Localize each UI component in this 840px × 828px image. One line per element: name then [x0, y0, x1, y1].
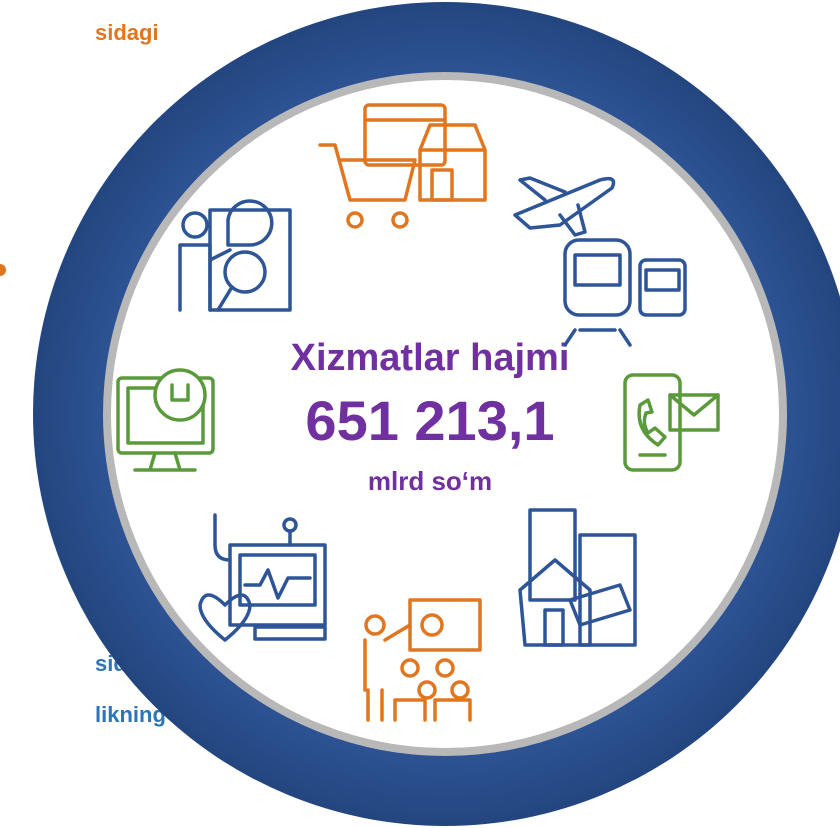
buildings-icon — [518, 508, 637, 647]
inner-circle — [103, 72, 787, 756]
transport-icon — [563, 238, 687, 347]
computer-icon — [116, 368, 215, 472]
shopping-icon — [318, 103, 487, 229]
phone-icon — [623, 373, 720, 472]
medical-icon — [198, 513, 327, 642]
plane-icon — [513, 176, 616, 237]
left-bottom-text: likning — [95, 702, 166, 727]
center-unit: mlrd so‘m — [368, 466, 492, 496]
left-top-text: sidagi — [95, 20, 159, 45]
presentation-icon — [363, 598, 482, 722]
bullet — [0, 264, 6, 276]
analyst-icon — [178, 199, 292, 312]
center-value: 651 213,1 — [305, 389, 554, 452]
center-label: Xizmatlar hajmi — [291, 337, 570, 379]
